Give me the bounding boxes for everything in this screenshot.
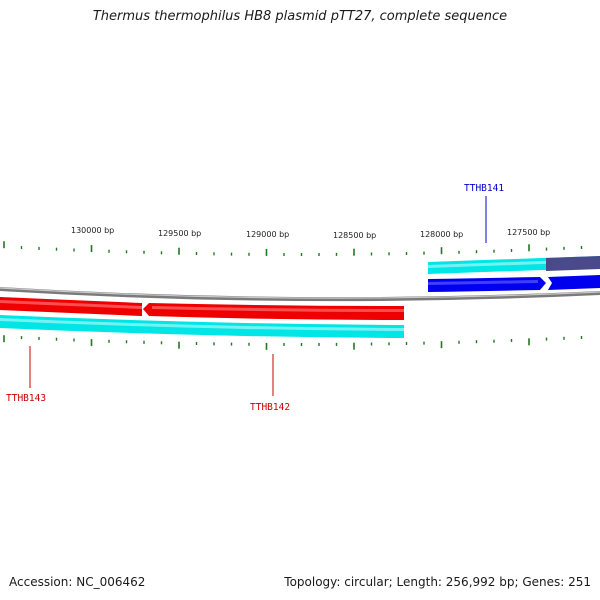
gene-label-tthb141[interactable]: TTHB141	[464, 183, 504, 194]
gene-highlight-tthb141	[428, 280, 538, 285]
gene-highlight-tthb143	[0, 300, 142, 309]
gene-label-tthb143[interactable]: TTHB143	[6, 393, 46, 404]
cds-highlight-minus	[0, 318, 404, 331]
sequence-backbone	[0, 287, 600, 302]
cds-feature-dark[interactable]	[546, 256, 600, 271]
map-title: Thermus thermophilus HB8 plasmid pTT27, …	[92, 9, 508, 24]
scale-ticks-outer	[3, 241, 583, 256]
scale-label-127500: 127500 bp	[507, 228, 550, 237]
gene-arrow-next-plus[interactable]	[548, 275, 600, 290]
accession-text: Accession: NC_006462	[9, 575, 146, 589]
scale-label-129000: 129000 bp	[246, 230, 289, 239]
scale-label-130000: 130000 bp	[71, 226, 114, 235]
sequence-summary: Topology: circular; Length: 256,992 bp; …	[284, 575, 591, 589]
scale-label-128500: 128500 bp	[333, 231, 376, 240]
gene-highlight-tthb142	[152, 306, 404, 312]
gene-label-tthb142[interactable]: TTHB142	[250, 402, 290, 413]
scale-ticks-inner	[3, 335, 583, 350]
scale-label-128000: 128000 bp	[420, 230, 463, 239]
scale-labels: 130000 bp 129500 bp 129000 bp 128500 bp …	[71, 226, 550, 240]
backbone-highlight	[0, 287, 600, 299]
scale-label-129500: 129500 bp	[158, 229, 201, 238]
